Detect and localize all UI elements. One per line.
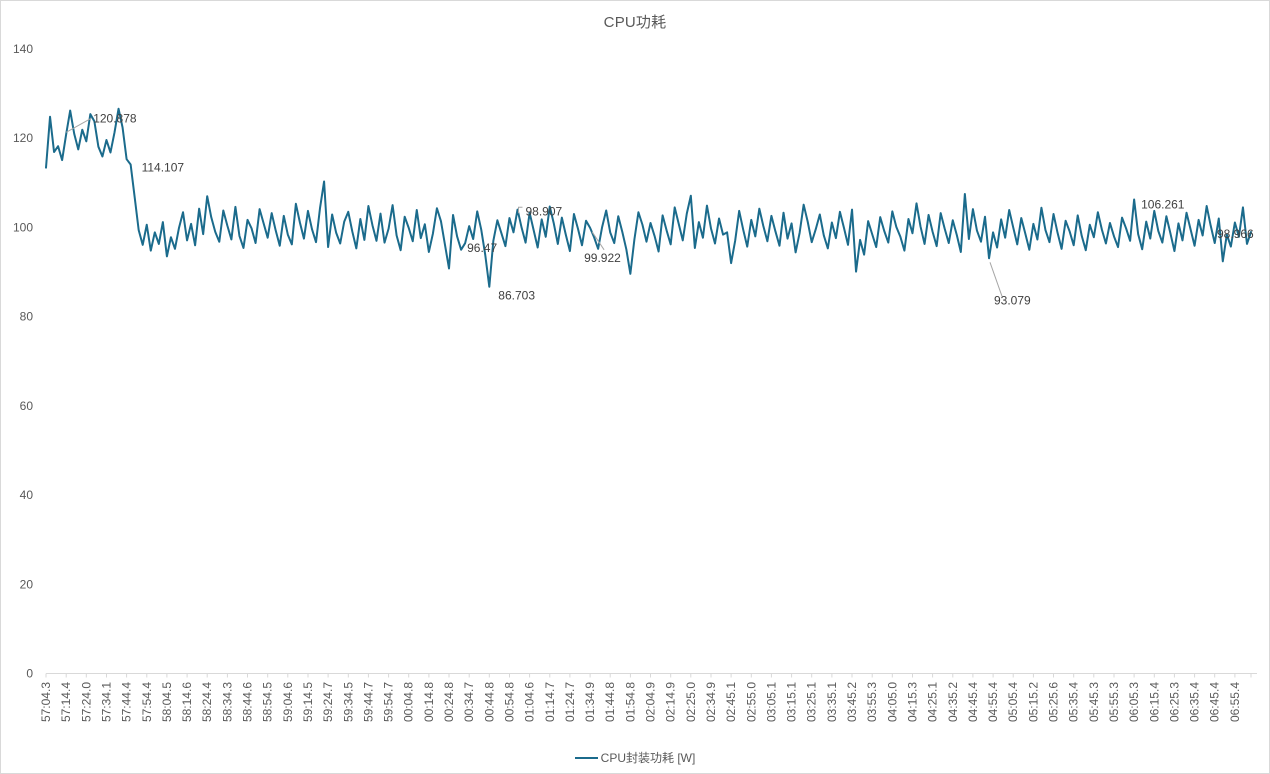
x-tick-label: 00:04.8 <box>402 682 416 722</box>
y-tick-label: 80 <box>20 310 34 324</box>
data-label: 106.261 <box>1141 198 1185 212</box>
x-tick-label: 02:25.0 <box>684 682 698 722</box>
x-tick-label: 00:44.8 <box>482 682 496 722</box>
x-tick-label: 57:44.4 <box>120 682 134 722</box>
x-tick-label: 00:54.8 <box>503 682 517 722</box>
x-tick-label: 04:45.4 <box>966 682 980 722</box>
x-tick-label: 06:15.4 <box>1147 682 1161 722</box>
x-tick-label: 57:04.3 <box>39 682 53 722</box>
x-tick-label: 57:54.4 <box>140 682 154 722</box>
x-tick-label: 58:54.5 <box>261 682 275 722</box>
x-tick-label: 05:35.4 <box>1067 682 1081 722</box>
x-tick-label: 03:05.1 <box>764 682 778 722</box>
data-label: 98.907 <box>526 204 563 218</box>
x-tick-label: 59:24.7 <box>321 682 335 722</box>
data-label-leader <box>518 206 523 214</box>
x-tick-label: 03:35.1 <box>825 682 839 722</box>
x-tick-label: 06:05.3 <box>1127 682 1141 722</box>
x-tick-label: 02:45.1 <box>724 682 738 722</box>
x-tick-label: 03:55.3 <box>865 682 879 722</box>
x-tick-label: 59:54.7 <box>382 682 396 722</box>
x-tick-label: 04:25.1 <box>926 682 940 722</box>
y-tick-label: 60 <box>20 399 34 413</box>
data-label-leader <box>591 231 605 251</box>
y-tick-label: 20 <box>20 577 34 591</box>
x-tick-label: 01:44.8 <box>603 682 617 722</box>
x-tick-label: 06:25.3 <box>1167 682 1181 722</box>
x-tick-label: 57:24.0 <box>79 682 93 722</box>
y-tick-label: 40 <box>20 488 34 502</box>
x-tick-label: 58:44.6 <box>241 682 255 722</box>
data-label: 99.922 <box>584 251 621 265</box>
x-tick-label: 06:55.4 <box>1228 682 1242 722</box>
data-label: 120.878 <box>93 111 137 125</box>
x-tick-label: 06:35.4 <box>1188 682 1202 722</box>
y-tick-label: 0 <box>26 667 33 681</box>
data-label: 86.703 <box>498 289 535 303</box>
x-tick-label: 02:14.9 <box>664 682 678 722</box>
x-tick-label: 03:15.1 <box>785 682 799 722</box>
x-tick-label: 59:14.5 <box>301 682 315 722</box>
x-tick-label: 03:25.1 <box>805 682 819 722</box>
x-tick-label: 02:34.9 <box>704 682 718 722</box>
x-tick-label: 02:04.9 <box>644 682 658 722</box>
x-tick-label: 04:35.2 <box>946 682 960 722</box>
data-label: 98.966 <box>1217 227 1254 241</box>
x-tick-label: 58:34.3 <box>220 682 234 722</box>
x-tick-label: 05:55.3 <box>1107 682 1121 722</box>
x-tick-label: 01:54.8 <box>623 682 637 722</box>
legend: CPU封装功耗 [W] <box>1 749 1269 766</box>
x-tick-label: 59:44.7 <box>361 682 375 722</box>
x-tick-label: 01:34.9 <box>583 682 597 722</box>
data-label-leader <box>989 262 1003 297</box>
x-tick-label: 58:04.5 <box>160 682 174 722</box>
x-tick-label: 01:04.6 <box>523 682 537 722</box>
x-tick-label: 00:24.8 <box>442 682 456 722</box>
x-tick-label: 05:25.6 <box>1047 682 1061 722</box>
legend-line-swatch <box>574 756 598 759</box>
y-tick-label: 120 <box>13 131 33 145</box>
x-tick-label: 58:24.4 <box>200 682 214 722</box>
x-tick-label: 01:14.7 <box>543 682 557 722</box>
x-tick-label: 00:34.7 <box>462 682 476 722</box>
y-tick-label: 100 <box>13 220 33 234</box>
x-tick-label: 57:34.1 <box>100 682 114 722</box>
series-line[interactable] <box>45 107 1252 288</box>
x-tick-label: 04:05.0 <box>885 682 899 722</box>
data-label: 114.107 <box>142 161 185 175</box>
x-tick-label: 04:55.4 <box>986 682 1000 722</box>
chart-title: CPU功耗 <box>603 14 667 31</box>
x-tick-label: 59:04.6 <box>281 682 295 722</box>
x-tick-label: 02:55.0 <box>744 682 758 722</box>
x-tick-label: 05:15.2 <box>1026 682 1040 722</box>
x-tick-label: 05:45.3 <box>1087 682 1101 722</box>
x-tick-label: 06:45.4 <box>1208 682 1222 722</box>
x-tick-label: 01:24.7 <box>563 682 577 722</box>
data-label: 96.47 <box>467 241 497 255</box>
legend-series-label: CPU封装功耗 [W] <box>600 751 696 765</box>
x-tick-label: 57:14.4 <box>59 682 73 722</box>
data-label: 93.079 <box>994 293 1031 307</box>
y-tick-label: 140 <box>13 42 33 56</box>
x-tick-label: 00:14.8 <box>422 682 436 722</box>
x-tick-label: 58:14.6 <box>180 682 194 722</box>
x-tick-label: 04:15.3 <box>906 682 920 722</box>
data-label-leader <box>65 117 92 133</box>
x-tick-label: 05:05.4 <box>1006 682 1020 722</box>
x-tick-label: 03:45.2 <box>845 682 859 722</box>
x-tick-label: 59:34.5 <box>341 682 355 722</box>
